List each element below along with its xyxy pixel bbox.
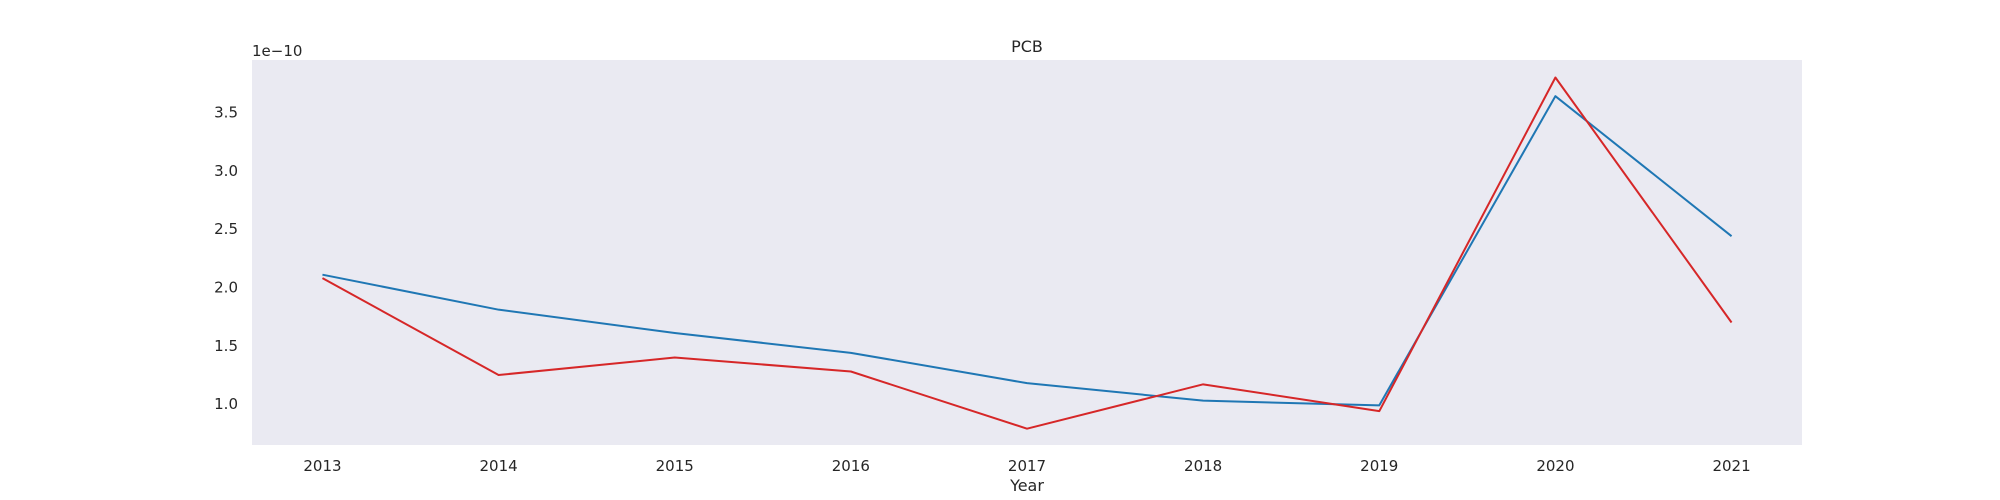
series-lines: [321, 76, 1733, 430]
y-tick-label: 3.0: [214, 162, 238, 180]
x-tick-label: 2018: [1184, 457, 1222, 475]
x-tick-label: 2016: [832, 457, 870, 475]
x-tick-label: 2015: [656, 457, 694, 475]
x-tick-label: 2019: [1360, 457, 1398, 475]
series-line-1: [322, 95, 1733, 407]
y-tick-label: 3.5: [214, 104, 238, 122]
x-tick-label: 2021: [1712, 457, 1750, 475]
series-line-2: [321, 76, 1733, 430]
x-tick-label: 2020: [1536, 457, 1574, 475]
y-tick-label: 2.0: [214, 279, 238, 297]
y-tick-label: 2.5: [214, 220, 238, 238]
x-tick-label: 2013: [303, 457, 341, 475]
chart-title: PCB: [1011, 37, 1043, 56]
y-tick-label: 1.0: [214, 395, 238, 413]
x-axis-ticks: 2013 2014 2015 2016 2017 2018 2019 2020 2021: [303, 457, 1750, 475]
x-tick-label: 2014: [479, 457, 517, 475]
y-tick-label: 1.5: [214, 337, 238, 355]
plot-area: [252, 60, 1802, 445]
x-tick-label: 2017: [1008, 457, 1046, 475]
y-offset-label: 1e−10: [252, 42, 302, 60]
x-axis-title: Year: [1009, 476, 1044, 495]
y-axis-ticks: 1.0 1.5 2.0 2.5 3.0 3.5: [214, 104, 238, 414]
